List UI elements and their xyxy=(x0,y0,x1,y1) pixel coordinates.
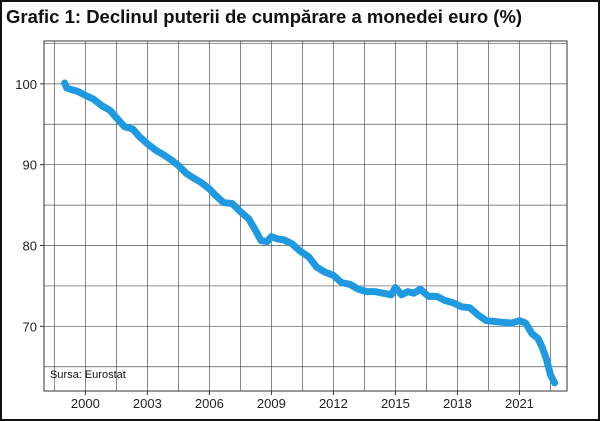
grid xyxy=(44,41,567,391)
x-tick-label: 2012 xyxy=(319,396,348,411)
axis-ticks: 2000 2003 2006 2009 2012 2015 2018 2021 70 80 90 10… xyxy=(15,77,534,411)
y-tick-label: 70 xyxy=(23,319,37,334)
y-tick-label: 90 xyxy=(23,158,37,173)
y-tick-label: 100 xyxy=(15,77,37,92)
x-tick-label: 2015 xyxy=(381,396,410,411)
x-tick-label: 2006 xyxy=(195,396,224,411)
x-tick-label: 2018 xyxy=(443,396,472,411)
y-tick-label: 80 xyxy=(23,239,37,254)
x-tick-label: 2021 xyxy=(505,396,534,411)
series-line xyxy=(61,79,559,387)
x-tick-label: 2000 xyxy=(71,396,100,411)
chart-title: Grafic 1: Declinul puterii de cumpărare … xyxy=(6,6,523,27)
source-note: Sursa: Eurostat xyxy=(50,369,126,381)
x-tick-label: 2003 xyxy=(133,396,162,411)
plot-area-border xyxy=(43,40,568,392)
x-tick-label: 2009 xyxy=(257,396,286,411)
